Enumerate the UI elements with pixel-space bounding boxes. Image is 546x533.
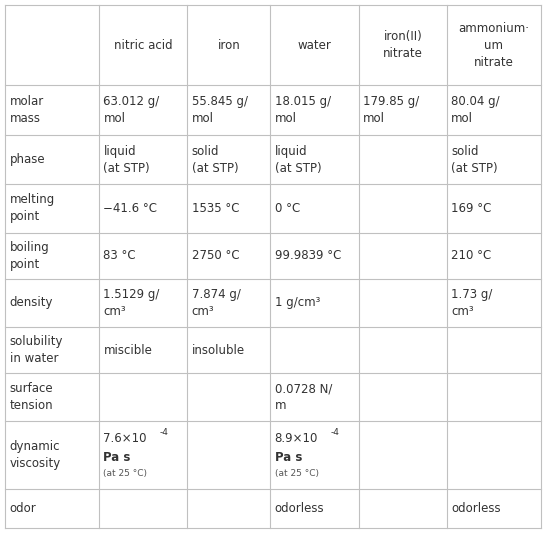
Text: Pa s: Pa s <box>104 450 131 464</box>
Text: solid
(at STP): solid (at STP) <box>192 144 239 175</box>
Text: 1.73 g/
cm³: 1.73 g/ cm³ <box>451 288 492 318</box>
Text: 7.874 g/
cm³: 7.874 g/ cm³ <box>192 288 241 318</box>
Text: 55.845 g/
mol: 55.845 g/ mol <box>192 95 248 125</box>
Text: −41.6 °C: −41.6 °C <box>104 202 157 215</box>
Text: 8.9×10: 8.9×10 <box>275 432 318 445</box>
Text: nitric acid: nitric acid <box>114 39 173 52</box>
Text: ammonium·
um
nitrate: ammonium· um nitrate <box>458 22 529 69</box>
Text: odorless: odorless <box>451 502 501 515</box>
Text: 80.04 g/
mol: 80.04 g/ mol <box>451 95 500 125</box>
Text: 63.012 g/
mol: 63.012 g/ mol <box>104 95 160 125</box>
Text: 1535 °C: 1535 °C <box>192 202 239 215</box>
Text: melting
point: melting point <box>10 193 55 223</box>
Text: iron(II)
nitrate: iron(II) nitrate <box>383 30 423 60</box>
Text: (at 25 °C): (at 25 °C) <box>275 469 319 478</box>
Text: solid
(at STP): solid (at STP) <box>451 144 498 175</box>
Text: phase: phase <box>10 153 45 166</box>
Text: -4: -4 <box>159 427 169 437</box>
Text: insoluble: insoluble <box>192 343 245 357</box>
Text: 0.0728 N/
m: 0.0728 N/ m <box>275 382 332 412</box>
Text: miscible: miscible <box>104 343 152 357</box>
Text: 169 °C: 169 °C <box>451 202 491 215</box>
Text: 0 °C: 0 °C <box>275 202 300 215</box>
Text: density: density <box>10 296 54 309</box>
Text: water: water <box>298 39 331 52</box>
Text: 210 °C: 210 °C <box>451 249 491 262</box>
Text: 1.5129 g/
cm³: 1.5129 g/ cm³ <box>104 288 160 318</box>
Text: 99.9839 °C: 99.9839 °C <box>275 249 341 262</box>
Text: boiling
point: boiling point <box>10 240 50 271</box>
Text: 1 g/cm³: 1 g/cm³ <box>275 296 320 309</box>
Text: liquid
(at STP): liquid (at STP) <box>275 144 321 175</box>
Text: odorless: odorless <box>275 502 324 515</box>
Text: molar
mass: molar mass <box>10 95 44 125</box>
Text: surface
tension: surface tension <box>10 382 54 412</box>
Text: Pa s: Pa s <box>275 450 302 464</box>
Text: 179.85 g/
mol: 179.85 g/ mol <box>363 95 419 125</box>
Text: 7.6×10: 7.6×10 <box>104 432 147 445</box>
Text: (at 25 °C): (at 25 °C) <box>104 469 147 478</box>
Text: odor: odor <box>10 502 37 515</box>
Text: dynamic
viscosity: dynamic viscosity <box>10 440 61 470</box>
Text: liquid
(at STP): liquid (at STP) <box>104 144 150 175</box>
Text: -4: -4 <box>331 427 340 437</box>
Text: 18.015 g/
mol: 18.015 g/ mol <box>275 95 331 125</box>
Text: iron: iron <box>217 39 240 52</box>
Text: 83 °C: 83 °C <box>104 249 136 262</box>
Text: 2750 °C: 2750 °C <box>192 249 239 262</box>
Text: solubility
in water: solubility in water <box>10 335 63 365</box>
